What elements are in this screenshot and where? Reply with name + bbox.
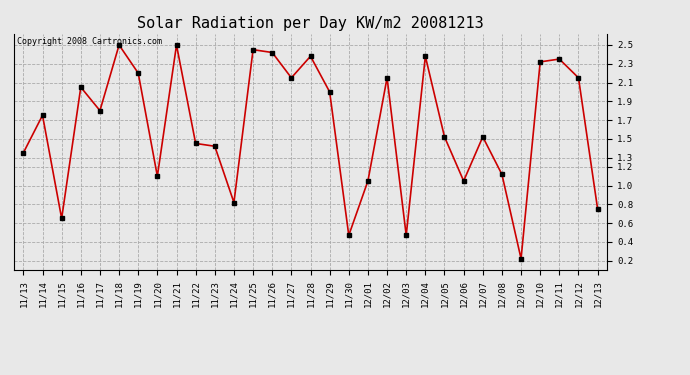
Title: Solar Radiation per Day KW/m2 20081213: Solar Radiation per Day KW/m2 20081213	[137, 16, 484, 31]
Text: Copyright 2008 Cartronics.com: Copyright 2008 Cartronics.com	[17, 37, 161, 46]
